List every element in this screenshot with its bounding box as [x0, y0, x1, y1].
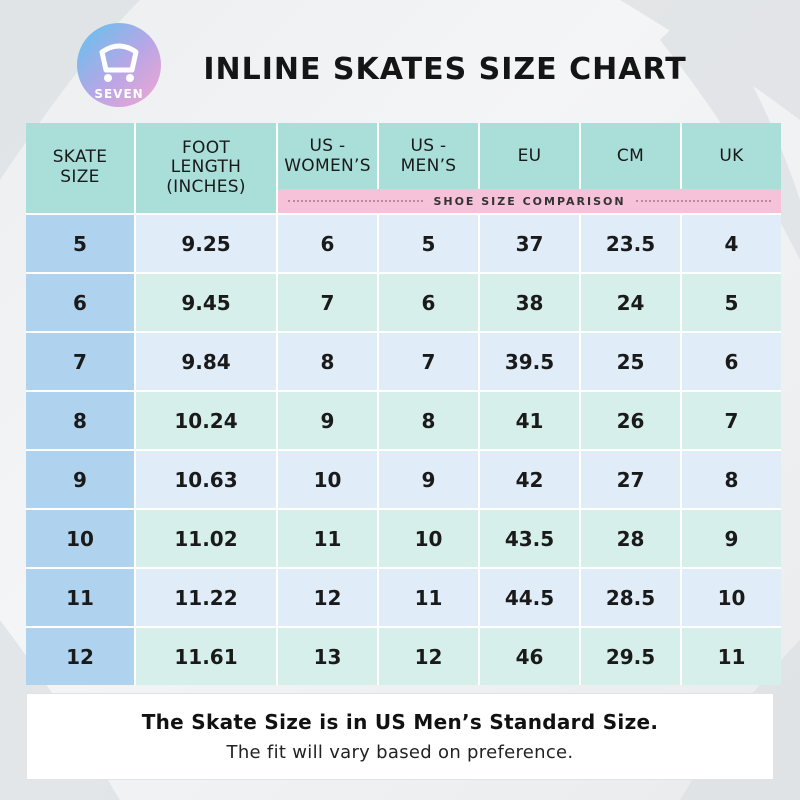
cell-uk: 10 [682, 569, 781, 626]
cell-us-mens: 6 [379, 274, 478, 331]
cell-uk: 4 [682, 215, 781, 272]
dotted-rule-right [635, 200, 772, 202]
cell-foot-length: 9.45 [136, 274, 276, 331]
cell-us-mens: 11 [379, 569, 478, 626]
cell-cm: 25 [581, 333, 680, 390]
cell-us-womens: 8 [278, 333, 377, 390]
cell-foot-length: 11.02 [136, 510, 276, 567]
size-chart-table: SKATE SIZE FOOT LENGTH (INCHES) US - WOM… [26, 123, 781, 685]
cell-us-mens: 8 [379, 392, 478, 449]
logo-text: SEVEN [94, 87, 143, 101]
header-skate-size: SKATE SIZE [26, 123, 134, 213]
cell-uk: 11 [682, 628, 781, 685]
cell-uk: 9 [682, 510, 781, 567]
cell-us-womens: 11 [278, 510, 377, 567]
cell-skate-size: 5 [26, 215, 134, 272]
cell-foot-length: 9.84 [136, 333, 276, 390]
cell-cm: 29.5 [581, 628, 680, 685]
cell-skate-size: 9 [26, 451, 134, 508]
cell-cm: 28 [581, 510, 680, 567]
cell-foot-length: 11.61 [136, 628, 276, 685]
cell-foot-length: 10.63 [136, 451, 276, 508]
shoe-size-comparison-band: SHOE SIZE COMPARISON [278, 189, 781, 213]
cell-us-womens: 13 [278, 628, 377, 685]
cell-skate-size: 7 [26, 333, 134, 390]
cell-us-mens: 7 [379, 333, 478, 390]
cell-cm: 24 [581, 274, 680, 331]
cell-eu: 37 [480, 215, 579, 272]
cell-skate-size: 11 [26, 569, 134, 626]
cell-cm: 27 [581, 451, 680, 508]
note-sub-text: The fit will vary based on preference. [226, 742, 574, 763]
cell-us-mens: 10 [379, 510, 478, 567]
cell-us-mens: 5 [379, 215, 478, 272]
cell-us-mens: 9 [379, 451, 478, 508]
brand-logo-icon: SEVEN [77, 23, 161, 107]
cell-eu: 39.5 [480, 333, 579, 390]
cell-eu: 41 [480, 392, 579, 449]
cell-skate-size: 6 [26, 274, 134, 331]
cell-foot-length: 9.25 [136, 215, 276, 272]
cell-us-womens: 10 [278, 451, 377, 508]
cell-skate-size: 10 [26, 510, 134, 567]
note-main-text: The Skate Size is in US Men’s Standard S… [141, 710, 659, 734]
cell-uk: 6 [682, 333, 781, 390]
cell-cm: 23.5 [581, 215, 680, 272]
cell-us-womens: 7 [278, 274, 377, 331]
dotted-rule-left [288, 200, 424, 202]
cell-eu: 43.5 [480, 510, 579, 567]
cell-cm: 26 [581, 392, 680, 449]
cell-eu: 42 [480, 451, 579, 508]
cell-us-womens: 6 [278, 215, 377, 272]
cell-eu: 38 [480, 274, 579, 331]
page-title: INLINE SKATES SIZE CHART [203, 52, 687, 87]
header-us-mens: US - MEN’S [379, 123, 478, 213]
cell-foot-length: 10.24 [136, 392, 276, 449]
cell-eu: 44.5 [480, 569, 579, 626]
cell-uk: 7 [682, 392, 781, 449]
cell-skate-size: 8 [26, 392, 134, 449]
cell-foot-length: 11.22 [136, 569, 276, 626]
cell-us-womens: 12 [278, 569, 377, 626]
header-foot-length: FOOT LENGTH (INCHES) [136, 123, 276, 213]
size-note: The Skate Size is in US Men’s Standard S… [26, 693, 774, 780]
cell-eu: 46 [480, 628, 579, 685]
cell-skate-size: 12 [26, 628, 134, 685]
cell-us-womens: 9 [278, 392, 377, 449]
cell-uk: 5 [682, 274, 781, 331]
cell-uk: 8 [682, 451, 781, 508]
cell-cm: 28.5 [581, 569, 680, 626]
cell-us-mens: 12 [379, 628, 478, 685]
